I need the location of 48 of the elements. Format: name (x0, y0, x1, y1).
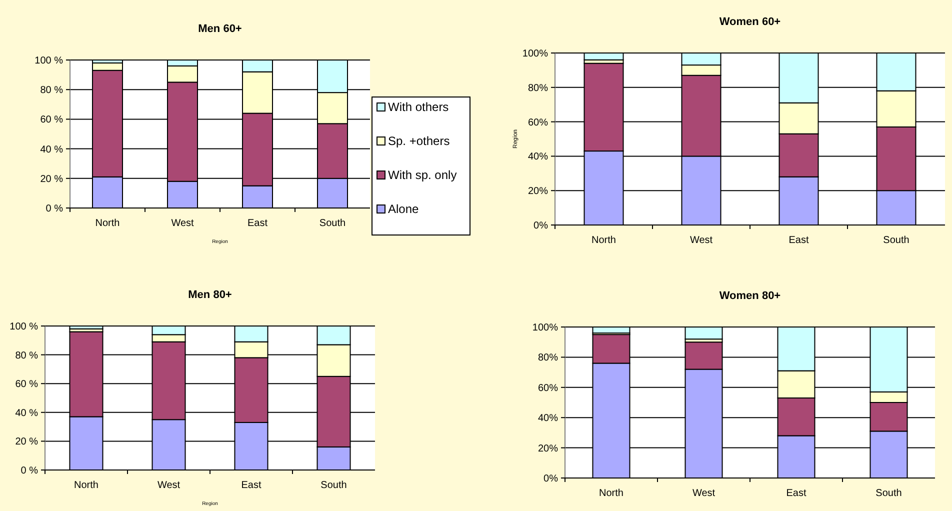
y-tick-label: 0 % (20, 466, 38, 476)
y-tick-label: 100 % (34, 56, 64, 66)
y-tick-label: 40 % (15, 408, 38, 419)
legend-label: Sp. +others (388, 134, 450, 148)
y-tick-label: 60 % (40, 114, 64, 126)
y-tick-label: 80% (538, 352, 558, 364)
chart-title: Women 60+ (719, 16, 781, 28)
x-tick-label: East (241, 480, 262, 491)
y-tick-label: 20% (538, 443, 558, 454)
x-tick-label: North (599, 488, 624, 499)
chart-title: Men 60+ (198, 23, 242, 35)
x-tick-label: West (157, 480, 180, 491)
legend-label: Alone (388, 202, 420, 216)
y-tick-label: 40% (528, 152, 548, 163)
y-tick-label: 100 % (10, 322, 38, 332)
y-tick-label: 60 % (15, 379, 38, 390)
x-tick-label: East (788, 235, 809, 246)
x-tick-label: West (692, 488, 716, 499)
chart-title: Men 80+ (188, 289, 232, 301)
chart-title: Women 80+ (719, 290, 781, 302)
y-tick-label: 40% (538, 413, 558, 424)
x-tick-label: East (247, 218, 268, 229)
legend-label: With others (388, 100, 449, 114)
y-tick-label: 20 % (15, 436, 38, 448)
y-tick-label: 80 % (15, 350, 38, 362)
y-tick-label: 80 % (40, 85, 64, 96)
y-tick-label: 60% (528, 117, 548, 128)
x-tick-label: West (171, 218, 194, 229)
x-tick-label: South (320, 480, 347, 491)
x-tick-label: East (786, 488, 806, 499)
y-tick-label: 80% (528, 82, 548, 94)
y-tick-label: 100% (522, 48, 548, 60)
y-tick-label: 0% (534, 220, 548, 232)
x-tick-label: North (95, 218, 120, 229)
x-tick-label: South (876, 488, 902, 499)
legend-label: With sp. only (388, 168, 457, 182)
y-tick-label: 40 % (40, 144, 64, 156)
x-tick-label: North (592, 235, 616, 246)
y-tick-label: 100% (532, 322, 558, 334)
y-tick-label: 60% (538, 382, 558, 394)
y-tick-label: 20% (528, 186, 548, 198)
x-tick-label: North (74, 480, 98, 491)
x-tick-label: West (690, 235, 713, 246)
y-tick-label: 20 % (40, 174, 64, 185)
y-tick-label: 0% (544, 474, 558, 484)
x-tick-label: South (883, 235, 910, 246)
x-tick-label: South (319, 218, 346, 229)
y-tick-label: 0 % (46, 204, 64, 214)
